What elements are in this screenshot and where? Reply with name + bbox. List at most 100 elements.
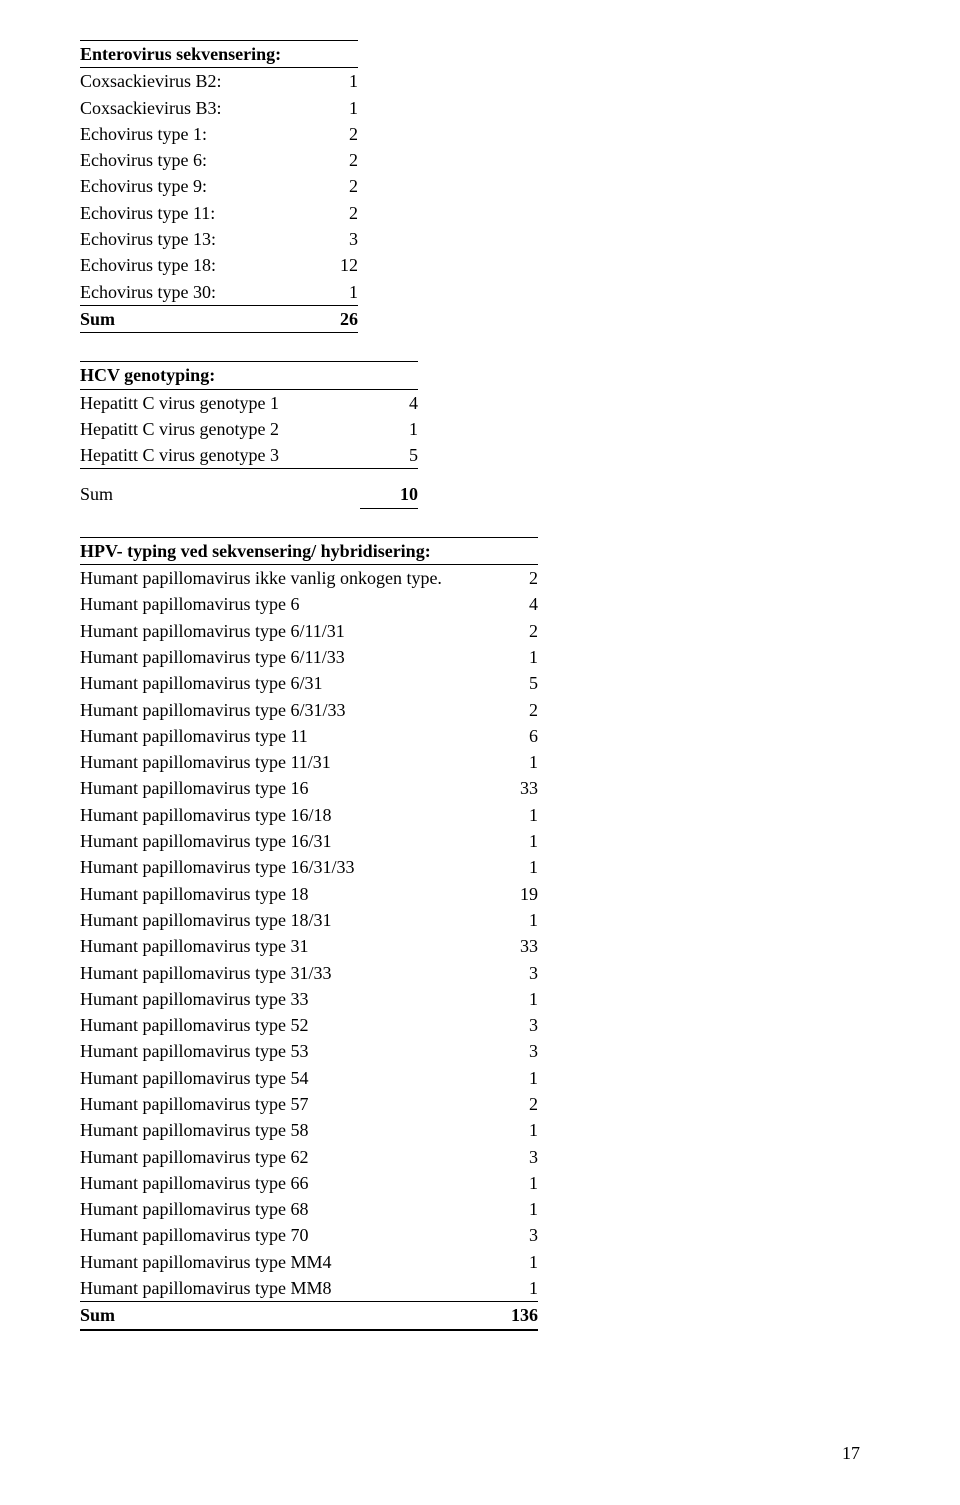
row-label: Humant papillomavirus type 68 <box>80 1196 480 1222</box>
table-row: Humant papillomavirus type 16/311 <box>80 828 538 854</box>
row-value: 1 <box>360 416 418 442</box>
table-row: Echovirus type 18:12 <box>80 252 358 278</box>
table-row: Echovirus type 13:3 <box>80 226 358 252</box>
row-label: Humant papillomavirus type 18 <box>80 881 480 907</box>
row-value: 33 <box>480 933 538 959</box>
hpv-section: HPV- typing ved sekvensering/ hybridiser… <box>80 537 880 1331</box>
table-row: Humant papillomavirus type 331 <box>80 986 538 1012</box>
row-value: 2 <box>480 565 538 592</box>
row-value: 2 <box>480 697 538 723</box>
table-row: Humant papillomavirus type 661 <box>80 1170 538 1196</box>
row-label: Humant papillomavirus type 33 <box>80 986 480 1012</box>
row-label: Humant papillomavirus type 16/18 <box>80 802 480 828</box>
sum-value: 10 <box>360 481 418 508</box>
table-row: Echovirus type 9:2 <box>80 173 358 199</box>
table-row: Coxsackievirus B3:1 <box>80 95 358 121</box>
row-label: Humant papillomavirus type 6/11/33 <box>80 644 480 670</box>
table-row: Humant papillomavirus type 18/311 <box>80 907 538 933</box>
row-value: 2 <box>300 200 358 226</box>
table-row: Sum 136 <box>80 1302 538 1330</box>
row-value: 5 <box>360 442 418 469</box>
hcv-section: HCV genotyping: Hepatitt C virus genotyp… <box>80 361 880 508</box>
table-row: Humant papillomavirus type 1633 <box>80 775 538 801</box>
table-row: Humant papillomavirus type 581 <box>80 1117 538 1143</box>
row-label: Humant papillomavirus type 53 <box>80 1038 480 1064</box>
table-row: Humant papillomavirus type MM41 <box>80 1249 538 1275</box>
hpv-title: HPV- typing ved sekvensering/ hybridiser… <box>80 537 480 564</box>
row-value: 4 <box>480 591 538 617</box>
row-label: Echovirus type 11: <box>80 200 300 226</box>
table-row: Coxsackievirus B2:1 <box>80 68 358 95</box>
row-label: Coxsackievirus B2: <box>80 68 300 95</box>
row-label: Humant papillomavirus type 16/31 <box>80 828 480 854</box>
table-row: Humant papillomavirus type 31/333 <box>80 960 538 986</box>
table-row: Humant papillomavirus type 6/31/332 <box>80 697 538 723</box>
row-label: Hepatitt C virus genotype 2 <box>80 416 360 442</box>
row-label: Humant papillomavirus type 6/31 <box>80 670 480 696</box>
hcv-title: HCV genotyping: <box>80 362 418 389</box>
row-value: 3 <box>300 226 358 252</box>
table-row: Humant papillomavirus type 6/11/312 <box>80 618 538 644</box>
table-row: Echovirus type 11:2 <box>80 200 358 226</box>
row-label: Humant papillomavirus type MM4 <box>80 1249 480 1275</box>
hpv-table: HPV- typing ved sekvensering/ hybridiser… <box>80 537 538 1331</box>
table-row: Humant papillomavirus type 6/11/331 <box>80 644 538 670</box>
hcv-table: HCV genotyping: Hepatitt C virus genotyp… <box>80 361 418 508</box>
row-label: Humant papillomavirus type 52 <box>80 1012 480 1038</box>
row-value: 2 <box>300 173 358 199</box>
row-value: 3 <box>480 1144 538 1170</box>
row-value: 1 <box>300 95 358 121</box>
sum-label: Sum <box>80 1302 480 1330</box>
row-label: Humant papillomavirus type 62 <box>80 1144 480 1170</box>
row-label: Coxsackievirus B3: <box>80 95 300 121</box>
row-label: Humant papillomavirus type 31 <box>80 933 480 959</box>
row-label: Humant papillomavirus ikke vanlig onkoge… <box>80 565 480 592</box>
row-value: 1 <box>480 1170 538 1196</box>
row-label: Humant papillomavirus type 57 <box>80 1091 480 1117</box>
table-row: Humant papillomavirus type 541 <box>80 1065 538 1091</box>
table-row: Humant papillomavirus type 533 <box>80 1038 538 1064</box>
row-value: 1 <box>480 854 538 880</box>
row-value: 2 <box>480 1091 538 1117</box>
table-row: Humant papillomavirus type 16/31/331 <box>80 854 538 880</box>
table-row: Humant papillomavirus type 623 <box>80 1144 538 1170</box>
row-value: 2 <box>480 618 538 644</box>
row-label: Humant papillomavirus type 54 <box>80 1065 480 1091</box>
row-value: 1 <box>480 749 538 775</box>
table-row: Humant papillomavirus type 3133 <box>80 933 538 959</box>
table-row: Hepatitt C virus genotype 14 <box>80 389 418 416</box>
row-value: 2 <box>300 147 358 173</box>
table-row: Hepatitt C virus genotype 21 <box>80 416 418 442</box>
row-label: Echovirus type 1: <box>80 121 300 147</box>
table-row <box>80 469 418 482</box>
row-label: Echovirus type 13: <box>80 226 300 252</box>
table-row: Humant papillomavirus type 1819 <box>80 881 538 907</box>
row-value: 33 <box>480 775 538 801</box>
table-row: Humant papillomavirus type 703 <box>80 1222 538 1248</box>
row-value: 3 <box>480 1038 538 1064</box>
table-row: Humant papillomavirus type 11/311 <box>80 749 538 775</box>
table-row: Echovirus type 6:2 <box>80 147 358 173</box>
row-value: 3 <box>480 960 538 986</box>
table-row: Sum 26 <box>80 305 358 332</box>
row-label: Humant papillomavirus type 6/11/31 <box>80 618 480 644</box>
sum-label: Sum <box>80 481 360 508</box>
enterovirus-section: Enterovirus sekvensering: Coxsackievirus… <box>80 40 880 333</box>
row-value: 1 <box>480 802 538 828</box>
row-label: Echovirus type 18: <box>80 252 300 278</box>
sum-value: 26 <box>300 305 358 332</box>
row-value: 1 <box>480 1065 538 1091</box>
table-row: Hepatitt C virus genotype 35 <box>80 442 418 469</box>
enterovirus-table: Enterovirus sekvensering: Coxsackievirus… <box>80 40 358 333</box>
row-value: 1 <box>480 828 538 854</box>
row-value: 1 <box>300 68 358 95</box>
row-label: Hepatitt C virus genotype 1 <box>80 389 360 416</box>
row-label: Humant papillomavirus type 16/31/33 <box>80 854 480 880</box>
row-label: Humant papillomavirus type 31/33 <box>80 960 480 986</box>
row-value: 1 <box>480 1196 538 1222</box>
row-value: 2 <box>300 121 358 147</box>
row-value: 4 <box>360 389 418 416</box>
row-value: 1 <box>480 1249 538 1275</box>
row-label: Echovirus type 9: <box>80 173 300 199</box>
table-row: Enterovirus sekvensering: <box>80 41 358 68</box>
